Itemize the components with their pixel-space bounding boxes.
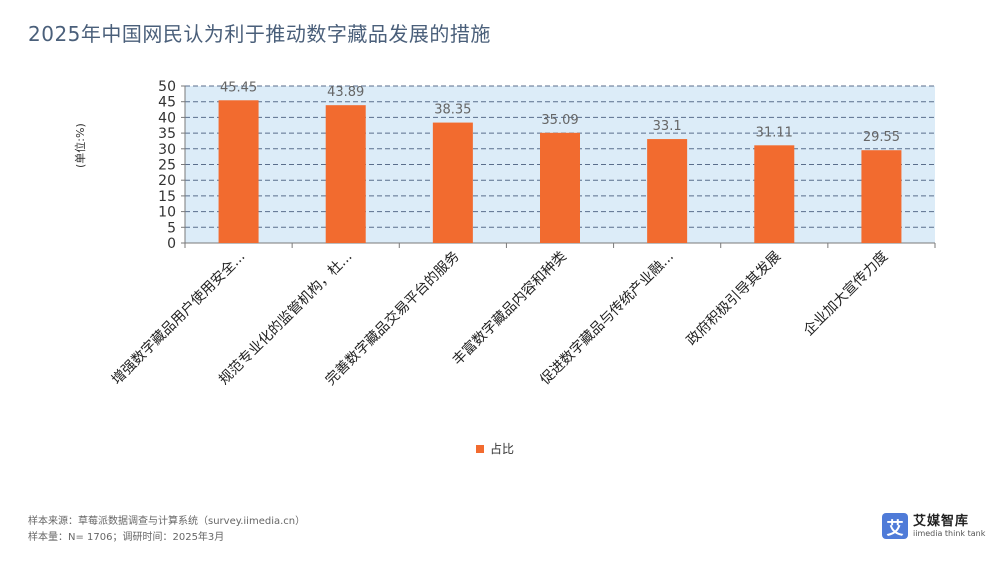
legend: 占比 xyxy=(476,440,514,457)
y-tick-label: 15 xyxy=(158,189,176,205)
y-tick-label: 50 xyxy=(158,79,176,95)
footer-sample: 样本量：N= 1706；调研时间：2025年3月 xyxy=(28,532,225,543)
bar xyxy=(540,132,580,243)
logo-subtitle: iimedia think tank xyxy=(913,528,986,538)
footer-source: 样本来源：草莓派数据调查与计算系统（survey.iimedia.cn） xyxy=(28,516,306,527)
logo-name: 艾媒智库 xyxy=(913,513,970,529)
x-tick-label: 政府积极引导其发展 xyxy=(684,249,784,349)
bar xyxy=(754,145,795,243)
data-label: 35.09 xyxy=(541,113,578,128)
footer: 样本来源：草莓派数据调查与计算系统（survey.iimedia.cn） 样本量… xyxy=(28,514,305,546)
y-tick-label: 45 xyxy=(158,95,176,111)
brand-logo: 艾 艾媒智库 iimedia think tank xyxy=(882,513,985,539)
y-tick-label: 25 xyxy=(158,158,176,174)
y-tick-label: 35 xyxy=(158,126,176,142)
y-axis-label: (单位:%) xyxy=(72,123,88,168)
bar xyxy=(432,122,473,243)
y-tick-label: 30 xyxy=(158,142,176,158)
y-tick-label: 10 xyxy=(158,205,176,221)
y-tick-label: 20 xyxy=(158,173,176,189)
logo-icon: 艾 xyxy=(882,513,908,539)
y-tick-label: 0 xyxy=(167,236,176,252)
bar xyxy=(218,100,259,243)
y-axis-label-text: (单位:%) xyxy=(74,123,87,168)
y-tick-label: 5 xyxy=(167,220,176,236)
logo-text: 艾媒智库 iimedia think tank xyxy=(913,514,985,539)
data-label: 43.89 xyxy=(327,85,364,100)
data-label: 45.45 xyxy=(220,80,257,95)
bar xyxy=(325,105,366,244)
data-label: 33.1 xyxy=(653,119,682,134)
bar xyxy=(647,139,688,243)
data-label: 38.35 xyxy=(434,103,471,118)
legend-swatch xyxy=(476,444,484,453)
x-tick-label: 丰富数字藏品内容和种类 xyxy=(449,248,570,369)
bar xyxy=(861,150,902,243)
y-tick-label: 40 xyxy=(158,110,176,126)
data-label: 31.11 xyxy=(756,125,793,140)
legend-label: 占比 xyxy=(490,442,515,456)
chart-title: 2025年中国网民认为利于推动数字藏品发展的措施 xyxy=(28,22,491,46)
data-label: 29.55 xyxy=(863,130,900,145)
x-tick-label: 企业加大宣传力度 xyxy=(800,248,891,339)
